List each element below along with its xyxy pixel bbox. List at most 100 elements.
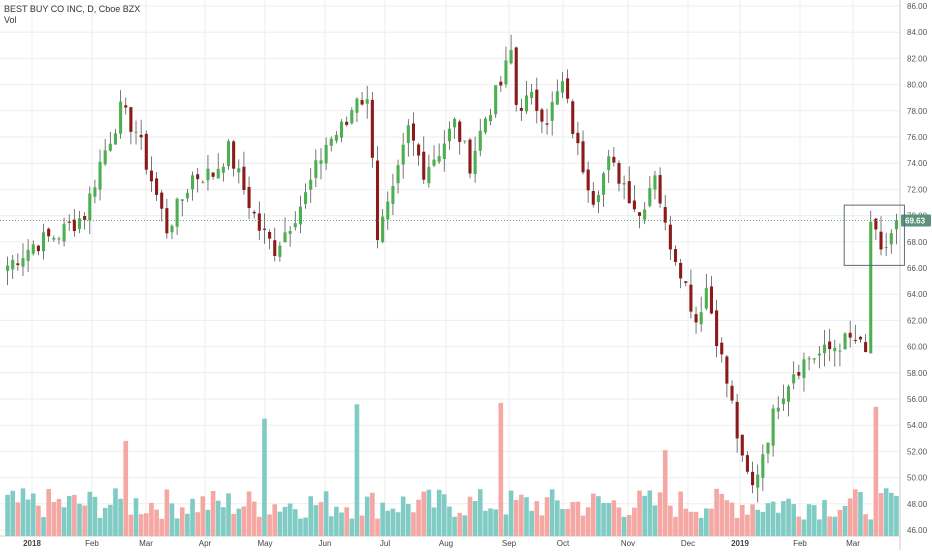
candle-body <box>499 81 503 86</box>
candle-body <box>637 212 642 216</box>
y-tick-label: 68.00 <box>907 238 928 247</box>
candle-body <box>262 228 267 230</box>
candle-body <box>756 474 760 488</box>
y-tick-label: 80.00 <box>907 81 928 90</box>
x-tick-label: 2019 <box>731 539 749 548</box>
volume-bar <box>426 489 432 536</box>
candle-body <box>190 175 195 190</box>
candle-body <box>653 175 657 190</box>
candle-body <box>745 455 749 472</box>
candle-body <box>874 218 878 230</box>
candle-body <box>581 141 585 173</box>
candle-body <box>869 221 873 354</box>
volume-bar <box>462 515 468 536</box>
volume-bar <box>46 488 51 536</box>
candle-body <box>622 182 626 185</box>
candle-body <box>545 123 549 125</box>
volume-bar <box>421 491 427 536</box>
volume-bar <box>775 512 781 536</box>
candle-body <box>853 339 857 341</box>
candle-body <box>540 109 544 122</box>
volume-bar <box>837 509 843 536</box>
volume-bar <box>585 507 591 536</box>
volume-bar <box>796 516 802 536</box>
volume-bar <box>406 504 411 536</box>
y-tick-label: 76.00 <box>907 133 928 142</box>
candle-body <box>129 107 133 132</box>
candle-body <box>21 258 25 267</box>
volume-bar <box>755 509 761 536</box>
x-tick-label: Mar <box>139 539 153 548</box>
volume-bar <box>570 502 576 536</box>
volume-bar <box>457 512 463 536</box>
y-tick-label: 62.00 <box>907 316 928 325</box>
candle-body <box>298 206 302 225</box>
candle-body <box>463 140 467 142</box>
candle-body <box>458 121 462 142</box>
candle-body <box>88 193 92 221</box>
volume-bar <box>318 502 324 536</box>
volume-bar <box>56 499 62 536</box>
volume-bar <box>354 404 360 536</box>
volume-bar <box>431 507 437 536</box>
volume-bar <box>765 503 771 536</box>
volume-bar <box>277 511 283 536</box>
volume-bar <box>637 490 642 536</box>
volume-bar <box>210 490 216 536</box>
volume-bar <box>205 509 211 536</box>
candle-body <box>386 201 390 220</box>
volume-bar <box>138 514 144 536</box>
candle-body <box>422 151 426 180</box>
candle-body <box>57 238 61 240</box>
x-tick-label: Jul <box>380 539 390 548</box>
volume-bar <box>349 518 355 536</box>
volume-bar <box>262 418 267 536</box>
volume-bar <box>801 519 807 536</box>
volume-bar <box>292 509 298 536</box>
y-tick-label: 60.00 <box>907 343 928 352</box>
candle-body <box>586 169 590 191</box>
volume-bar <box>894 495 899 536</box>
candle-body <box>36 245 40 252</box>
volume-bar <box>493 509 498 536</box>
volume-bar <box>513 500 519 536</box>
volume-bar <box>739 504 745 536</box>
candle-body <box>473 150 477 175</box>
volume-bar <box>642 495 647 536</box>
candle-body <box>144 133 148 170</box>
volume-bar <box>858 492 863 536</box>
candle-body <box>6 265 10 271</box>
candle-body <box>417 144 421 156</box>
volume-bar <box>549 489 555 536</box>
volume-bar <box>888 492 894 536</box>
volume-bar <box>698 517 704 536</box>
candle-body <box>319 160 323 164</box>
volume-bar <box>719 493 725 536</box>
volume-bar <box>596 496 601 536</box>
volume-bar <box>477 489 483 536</box>
candle-body <box>514 47 518 105</box>
candle-body <box>858 336 863 340</box>
volume-bar <box>308 496 314 536</box>
candle-body <box>715 310 719 346</box>
highlight-box <box>843 204 905 266</box>
volume-bar <box>724 500 730 536</box>
volume-bar <box>200 496 206 536</box>
candle-body <box>786 386 791 402</box>
candle-body <box>93 187 97 197</box>
candle-body <box>488 115 493 122</box>
volume-bar <box>282 506 288 536</box>
volume-bar <box>436 489 442 536</box>
x-tick-label: Jun <box>319 539 332 548</box>
candle-body <box>288 231 292 234</box>
candle-body <box>848 332 852 338</box>
candle-body <box>684 281 688 283</box>
volume-bar <box>827 516 832 536</box>
candle-body <box>52 237 56 240</box>
volume-bar <box>606 502 612 536</box>
candle-body <box>155 178 159 195</box>
volume-bar <box>339 512 344 536</box>
candle-body <box>170 225 174 233</box>
